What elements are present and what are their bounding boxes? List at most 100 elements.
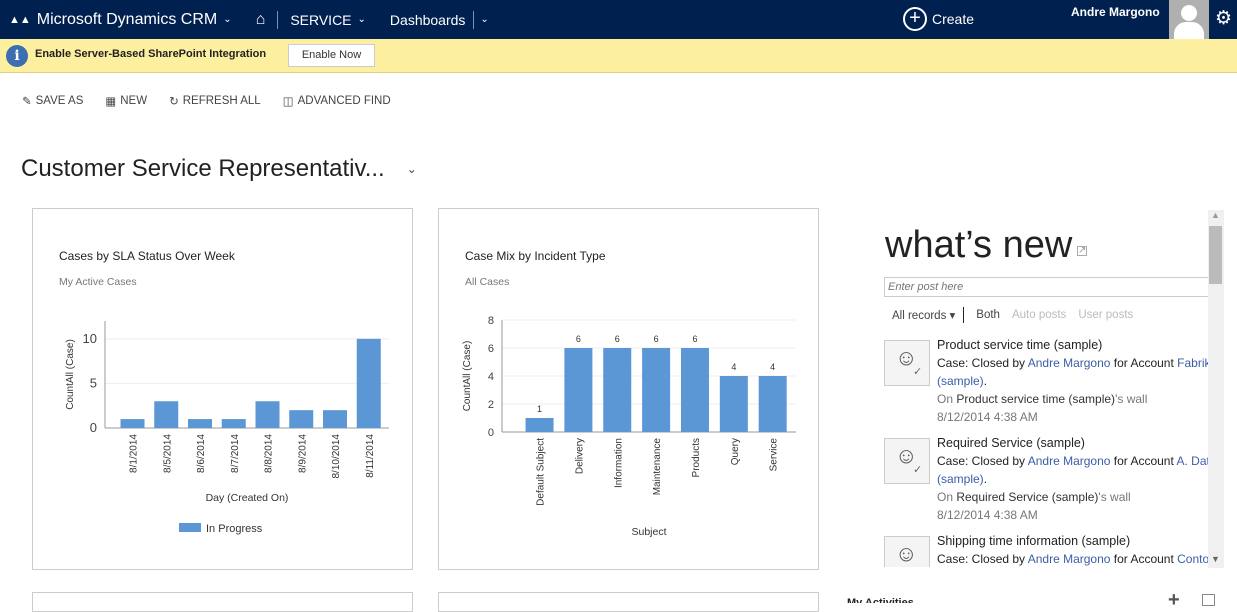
activities-title: My Activities — [847, 597, 914, 603]
home-icon[interactable]: ⌂ — [255, 10, 266, 28]
data-label: 6 — [576, 334, 581, 344]
y-tick-label: 2 — [488, 399, 494, 411]
x-tick-label: 8/1/2014 — [129, 434, 140, 473]
chart-subtitle: All Cases — [465, 276, 510, 288]
x-tick-label: Query — [730, 438, 741, 465]
data-label: 6 — [692, 334, 697, 344]
whats-new-panel: what’s new ↗ All records ▾ Both Auto pos… — [840, 208, 1225, 568]
x-tick-label: 8/7/2014 — [230, 434, 241, 473]
save-as-button[interactable]: SAVE AS — [35, 95, 84, 107]
notification-bar: i Enable Server-Based SharePoint Integra… — [0, 39, 1237, 73]
app-title[interactable]: Microsoft Dynamics CRM — [36, 10, 218, 28]
binoculars-icon[interactable]: ◫ — [282, 96, 294, 108]
chart-subtitle: My Active Cases — [59, 276, 137, 288]
chevron-down-icon[interactable]: ⌄ — [406, 162, 417, 176]
new-icon[interactable]: ▦ — [105, 96, 117, 108]
refresh-icon[interactable]: ↻ — [169, 96, 179, 108]
bar — [525, 418, 554, 432]
add-icon[interactable]: + — [1168, 589, 1180, 611]
bar — [564, 348, 593, 432]
chevron-down-icon[interactable]: ⌄ — [480, 14, 489, 25]
refresh-all-button[interactable]: REFRESH ALL — [182, 95, 261, 107]
top-nav: ▲▲ Microsoft Dynamics CRM ⌄ ⌂ SERVICE ⌄ … — [0, 0, 1237, 39]
new-button[interactable]: NEW — [120, 95, 148, 107]
tab-user-posts[interactable]: User posts — [1078, 309, 1134, 321]
x-tick-label: 8/6/2014 — [196, 434, 207, 473]
scrollbar-thumb[interactable] — [1209, 226, 1222, 284]
x-tick-label: Maintenance — [652, 438, 663, 496]
notification-text: Enable Server-Based SharePoint Integrati… — [35, 48, 267, 60]
x-tick-label: 8/11/2014 — [365, 434, 376, 478]
popout-icon[interactable]: ↗ — [1077, 245, 1087, 256]
scroll-up-icon[interactable]: ▲ — [1211, 210, 1220, 220]
gear-icon[interactable]: ⚙ — [1215, 8, 1233, 29]
records-filter[interactable]: All records ▾ — [892, 310, 956, 322]
bar — [120, 419, 145, 428]
bar — [642, 348, 671, 432]
bar — [188, 419, 212, 428]
bar — [221, 419, 246, 428]
create-button[interactable]: Create — [932, 11, 975, 27]
x-tick-label: 8/9/2014 — [297, 434, 308, 473]
x-tick-label: 8/10/2014 — [331, 434, 342, 479]
x-tick-label: 8/5/2014 — [162, 434, 173, 473]
x-tick-label: Information — [613, 438, 624, 488]
legend-swatch — [179, 523, 201, 532]
command-bar: ✎ SAVE AS ▦ NEW ↻ REFRESH ALL ◫ ADVANCED… — [22, 94, 391, 108]
chart-card-case-mix: Case Mix by Incident Type All Cases 0 2 4 6… — [438, 208, 819, 570]
nav-left: ▲▲ Microsoft Dynamics CRM ⌄ ⌂ SERVICE ⌄ … — [9, 0, 489, 39]
data-label: 6 — [654, 334, 659, 344]
data-label: 4 — [731, 362, 736, 372]
divider — [277, 10, 279, 29]
tab-both[interactable]: Both — [976, 309, 1000, 321]
divider — [963, 307, 965, 323]
bar — [680, 348, 709, 432]
info-icon: i — [6, 45, 28, 67]
bar — [603, 348, 632, 432]
dashboard-title-row: Customer Service Representativ... ⌄ — [21, 155, 417, 183]
scrollbar[interactable]: ▲ ▼ — [1208, 210, 1224, 568]
dynamics-logo-icon: ▲▲ — [9, 13, 31, 26]
divider — [473, 10, 475, 29]
y-tick-label: 6 — [488, 343, 494, 355]
create-plus-icon[interactable]: + — [903, 7, 927, 31]
y-tick-label: 0 — [90, 420, 97, 435]
dashboards-link[interactable]: Dashboards — [389, 11, 466, 28]
tab-auto-posts[interactable]: Auto posts — [1011, 309, 1067, 321]
post-input[interactable] — [884, 277, 1214, 297]
chart-card — [438, 592, 819, 612]
chevron-down-icon[interactable]: ⌄ — [357, 14, 366, 25]
y-tick-label: 0 — [488, 427, 494, 439]
x-axis-label: Subject — [631, 526, 666, 538]
dashboard-title[interactable]: Customer Service Representativ... — [21, 155, 385, 182]
y-tick-label: 10 — [83, 331, 97, 346]
y-tick-label: 4 — [488, 371, 494, 383]
advanced-find-button[interactable]: ADVANCED FIND — [297, 95, 391, 107]
y-tick-label: 5 — [90, 375, 97, 390]
avatar[interactable] — [1169, 0, 1209, 39]
x-tick-label: 8/8/2014 — [264, 434, 275, 473]
x-axis-label: Day (Created On) — [206, 492, 289, 504]
bar — [758, 376, 787, 432]
bar — [323, 410, 347, 428]
chart-title: Case Mix by Incident Type — [465, 249, 606, 263]
user-name[interactable]: Andre Margono — [1071, 5, 1160, 19]
enable-now-button[interactable]: Enable Now — [288, 44, 375, 67]
chevron-down-icon[interactable]: ⌄ — [223, 14, 232, 25]
list-view-icon[interactable] — [1202, 594, 1215, 606]
save-as-icon[interactable]: ✎ — [22, 96, 32, 108]
feed-filter-row: All records ▾ Both Auto posts User posts — [892, 307, 1133, 323]
area-menu[interactable]: SERVICE — [290, 11, 352, 28]
whats-new-title: what’s new — [885, 224, 1073, 266]
data-label: 4 — [770, 362, 775, 372]
bar — [356, 338, 381, 428]
chart-card-sla: Cases by SLA Status Over Week My Active … — [32, 208, 413, 570]
scroll-down-icon[interactable]: ▼ — [1211, 554, 1220, 564]
y-axis-label: CountAll (Case) — [462, 341, 473, 412]
records-filter-label: All records — [892, 310, 947, 322]
case-mix-chart: 0 2 4 6 8 1 Default Subject 6 Delivery 6 Informati… — [462, 315, 796, 538]
legend-label: In Progress — [206, 523, 263, 535]
x-tick-label: Products — [691, 438, 702, 477]
y-axis-label: CountAll (Case) — [65, 339, 76, 410]
data-label: 1 — [537, 404, 542, 414]
